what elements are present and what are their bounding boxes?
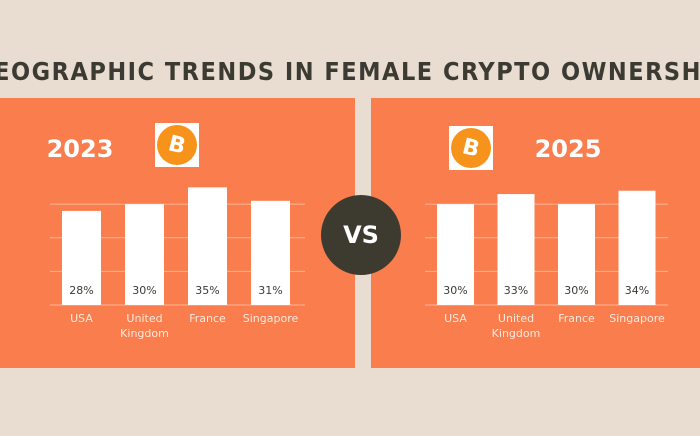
value-label: 34% (625, 284, 649, 297)
bar (497, 194, 535, 305)
chart-title: 2025 (535, 135, 602, 163)
bar (437, 204, 474, 305)
value-label: 33% (504, 284, 528, 297)
category-label: Singapore (243, 312, 299, 325)
bar (125, 204, 164, 305)
category-label: USA (444, 312, 467, 325)
bar (558, 204, 595, 305)
vs-badge (321, 195, 401, 275)
category-label: United Kingdom (120, 312, 169, 340)
category-label: France (558, 312, 595, 325)
bar (251, 200, 290, 305)
value-label: 31% (258, 284, 282, 297)
bitcoin-icon: B (155, 123, 199, 167)
value-label: 35% (195, 284, 219, 297)
svg-text:B: B (166, 131, 188, 159)
value-label: 28% (69, 284, 93, 297)
bar (188, 187, 227, 305)
value-label: 30% (132, 284, 156, 297)
value-label: 30% (443, 284, 467, 297)
category-label: United Kingdom (492, 312, 541, 340)
bar (618, 190, 656, 305)
bar (62, 210, 101, 305)
main-title: GEOGRAPHIC TRENDS IN FEMALE CRYPTO OWNER… (0, 57, 700, 86)
category-label: USA (70, 312, 93, 325)
chart-title: 2023 (47, 135, 114, 163)
category-label: Singapore (609, 312, 665, 325)
vs-label: VS (343, 221, 379, 249)
bitcoin-icon: B (449, 126, 493, 170)
svg-text:B: B (460, 134, 482, 162)
category-label: France (189, 312, 226, 325)
value-label: 30% (564, 284, 588, 297)
